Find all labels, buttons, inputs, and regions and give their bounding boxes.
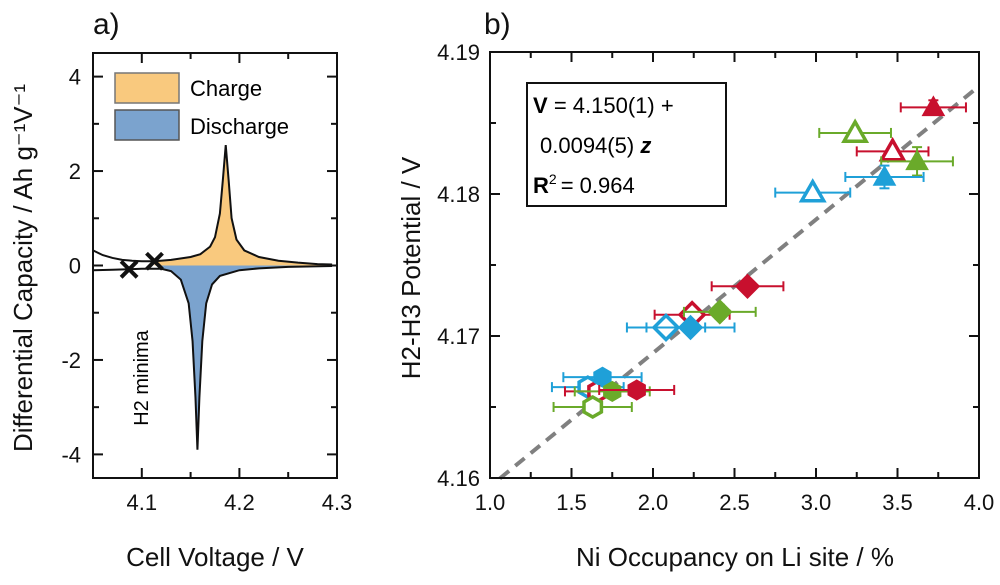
x-tick-label: 4.3 [322,490,353,515]
panel-a-frame [92,52,338,479]
panel-a-ylabel: Differential Capacity / Ah g⁻¹V⁻¹ [8,84,38,452]
x-tick-label: 4.1 [127,490,158,515]
y-tick-label: 2 [69,159,81,184]
legend-label-charge: Charge [190,76,262,101]
y-tick-label: -2 [61,348,81,373]
data-point [645,314,736,341]
data-point [774,178,852,203]
equation-r2: R2 = 0.964 [533,171,635,198]
triangle-marker [841,118,870,143]
h2-minimum-marker [119,259,139,279]
x-tick-label: 1.5 [556,490,587,515]
diamond-marker [734,273,761,300]
data-point [710,273,785,300]
data-point [598,379,676,401]
x-mark-stroke [145,251,164,271]
legend-swatch-discharge [114,109,180,141]
legend-swatch-charge [114,72,180,104]
equation-variable: V [533,93,548,118]
data-point [899,95,967,117]
x-tick-label: 2.5 [719,490,750,515]
curve-discharge [92,264,333,450]
diamond-marker [677,314,704,341]
triangle-marker [921,95,946,117]
panel-a-xlabel: Cell Voltage / V [126,542,304,572]
legend: Charge Discharge [114,72,289,141]
x-mark-stroke [119,259,139,279]
hexagon-marker [582,394,604,420]
curve-charge [92,145,333,266]
fill-discharge [161,265,333,450]
triangle-marker [798,178,827,203]
equation-line-2: 0.0094(5) z [540,133,651,158]
data-point [682,299,757,325]
equation-line-1: V = 4.150(1) + [533,93,674,118]
legend-label-discharge: Discharge [190,114,289,139]
triangle-marker [872,164,897,186]
fit-equation-box: V = 4.150(1) + 0.0094(5) z R2 = 0.964 [526,82,727,207]
panel-b: b) 1.0 1.5 2.0 2.5 3.0 3.5 4.0 4.16 4.17 4.18 4.19… [396,8,994,572]
hexagon-marker [627,379,646,401]
panel-b-xlabel: Ni Occupancy on Li site / % [576,542,894,572]
y-tick-label: -4 [61,442,81,467]
y-tick-label: 4.19 [437,40,480,65]
hexagon-marker [593,366,612,388]
data-point [552,394,633,420]
x-tick-label: 4.2 [224,490,255,515]
x-tick-label: 3.5 [882,490,913,515]
x-tick-label: 3.0 [801,490,832,515]
hexagon-marker [603,380,622,402]
y-tick-label: 4 [69,65,81,90]
r2-superscript: 2 [549,171,557,187]
panel-b-label: b) [484,8,511,41]
panel-a-label: a) [93,8,120,41]
panel-a: a) 4.1 4.2 4.3 4 2 0 -2 -4 Charge Discharge H2 … [8,8,352,572]
h2-minimum-marker [145,251,164,271]
data-point [818,118,892,143]
y-tick-label: 4.18 [437,182,480,207]
y-tick-label: 0 [69,254,81,279]
diamond-marker [707,299,733,325]
y-tick-label: 4.16 [437,466,480,491]
data-point [562,366,643,388]
r2-value: = 0.964 [561,173,635,198]
data-point [880,146,954,177]
triangle-marker [878,136,907,162]
triangle-marker [905,149,929,171]
equation-box-frame [526,82,727,207]
equation-intercept: = 4.150(1) + [554,93,674,118]
panel-b-ylabel: H2-H3 Potential / V [396,156,426,379]
data-point [573,380,651,402]
x-tick-label: 2.0 [638,490,669,515]
equation-slope: 0.0094(5) [540,133,634,158]
r2-symbol: R [533,173,549,198]
data-point [844,164,925,190]
equation-z: z [639,133,651,158]
y-tick-label: 4.17 [437,324,480,349]
x-tick-label: 1.0 [475,490,506,515]
h2-minima-annotation: H2 minima [131,329,153,425]
x-tick-label: 4.0 [964,490,995,515]
panel-b-frame [489,51,980,479]
